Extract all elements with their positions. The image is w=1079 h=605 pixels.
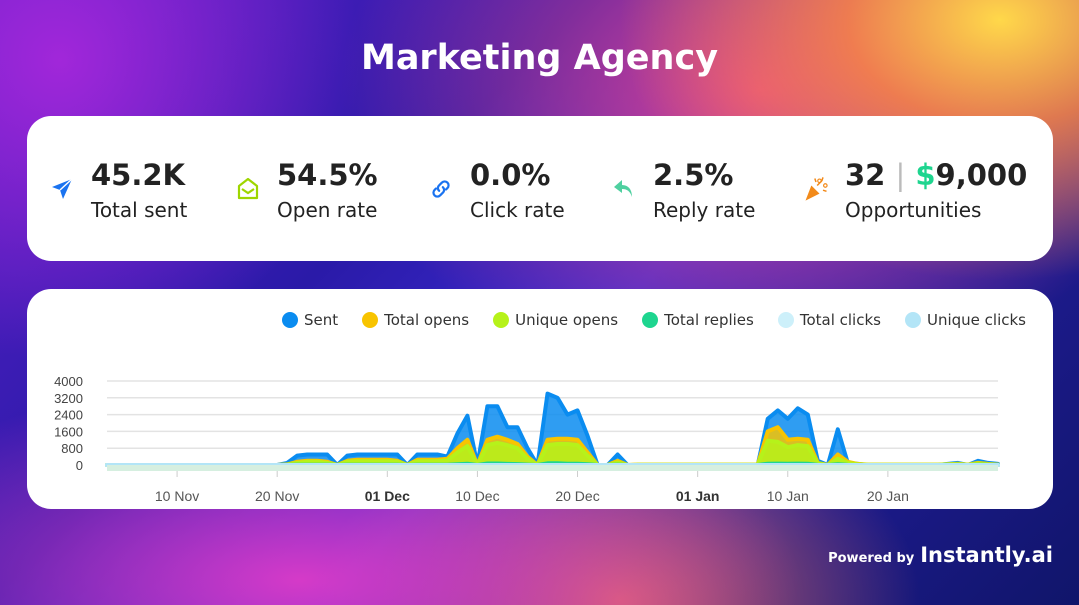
legend-label: Sent — [303, 311, 339, 329]
legend-label: Total replies — [664, 311, 754, 329]
stat-label: Click rate — [470, 197, 565, 222]
footer: Powered by Instantly.ai — [828, 543, 1053, 567]
y-tick-label: 2400 — [54, 408, 83, 423]
legend-item[interactable]: Sent — [281, 311, 339, 329]
legend-dot — [493, 312, 510, 328]
stat-label: Total sent — [91, 197, 188, 222]
x-tick-label: 10 Dec — [455, 488, 499, 504]
legend-label: Total opens — [384, 311, 470, 329]
legend-dot — [642, 312, 659, 328]
stat-value: 45.2K — [91, 157, 186, 192]
legend-label: Unique clicks — [926, 311, 1026, 329]
y-tick-label: 800 — [61, 441, 83, 456]
currency-symbol: $ — [915, 157, 936, 192]
y-tick-label: 3200 — [54, 391, 83, 406]
y-tick-label: 4000 — [54, 374, 83, 389]
page-title: Marketing Agency — [360, 38, 719, 78]
legend-item[interactable]: Total clicks — [777, 311, 881, 329]
stat-total-sent: 45.2K Total sent — [47, 156, 233, 222]
stat-label: Reply rate — [653, 197, 756, 222]
legend-label: Total clicks — [799, 311, 881, 329]
stat-value: 32 | $9,000 — [845, 156, 1027, 194]
y-tick-label: 1600 — [54, 424, 83, 439]
x-tick-label: 20 Dec — [555, 488, 599, 504]
legend-dot — [904, 312, 921, 328]
stat-value: 54.5% — [277, 157, 378, 192]
chart-legend: Sent Total opens Unique opens Total replies… — [258, 311, 1026, 329]
stat-label: Open rate — [277, 197, 378, 222]
x-tick-label: 01 Jan — [676, 488, 720, 504]
legend-dot — [777, 312, 794, 328]
x-tick-label: 01 Dec — [365, 488, 410, 504]
separator: | — [895, 157, 906, 192]
x-tick-label: 10 Nov — [155, 488, 199, 504]
paper-plane-icon — [47, 174, 77, 204]
x-tick-label: 10 Jan — [767, 488, 809, 504]
stat-value: 2.5% — [653, 157, 734, 192]
stat-click-rate: 0.0% Click rate — [426, 156, 609, 222]
legend-item[interactable]: Total opens — [362, 311, 469, 329]
open-envelope-icon — [233, 174, 263, 204]
stats-card: 45.2K Total sent 54.5% Open rate 0.0% Click… — [27, 116, 1053, 261]
opportunities-count: 32 — [845, 157, 886, 192]
stat-label: Opportunities — [845, 197, 982, 222]
y-tick-label: 0 — [76, 458, 83, 473]
opportunities-amount: 9,000 — [935, 157, 1028, 192]
stat-opportunities: 32 | $9,000 Opportunities — [801, 156, 1027, 222]
legend-label: Unique opens — [515, 311, 619, 329]
legend-item[interactable]: Unique clicks — [904, 311, 1026, 329]
chart-card: Sent Total opens Unique opens Total replies… — [27, 289, 1053, 509]
brand-logo[interactable]: Instantly.ai — [920, 543, 1053, 567]
powered-by-text: Powered by — [828, 551, 915, 566]
link-icon — [426, 174, 456, 204]
party-popper-icon — [801, 174, 831, 204]
legend-dot — [281, 312, 298, 328]
reply-arrow-icon — [609, 174, 639, 204]
stat-value: 0.0% — [470, 157, 551, 192]
legend-dot — [362, 312, 379, 328]
x-tick-label: 20 Nov — [255, 488, 299, 504]
legend-item[interactable]: Total replies — [642, 311, 754, 329]
stat-open-rate: 54.5% Open rate — [233, 156, 426, 222]
baseline-band — [107, 465, 998, 471]
legend-item[interactable]: Unique opens — [493, 311, 618, 329]
stat-reply-rate: 2.5% Reply rate — [609, 156, 801, 222]
x-tick-label: 20 Jan — [867, 488, 909, 504]
